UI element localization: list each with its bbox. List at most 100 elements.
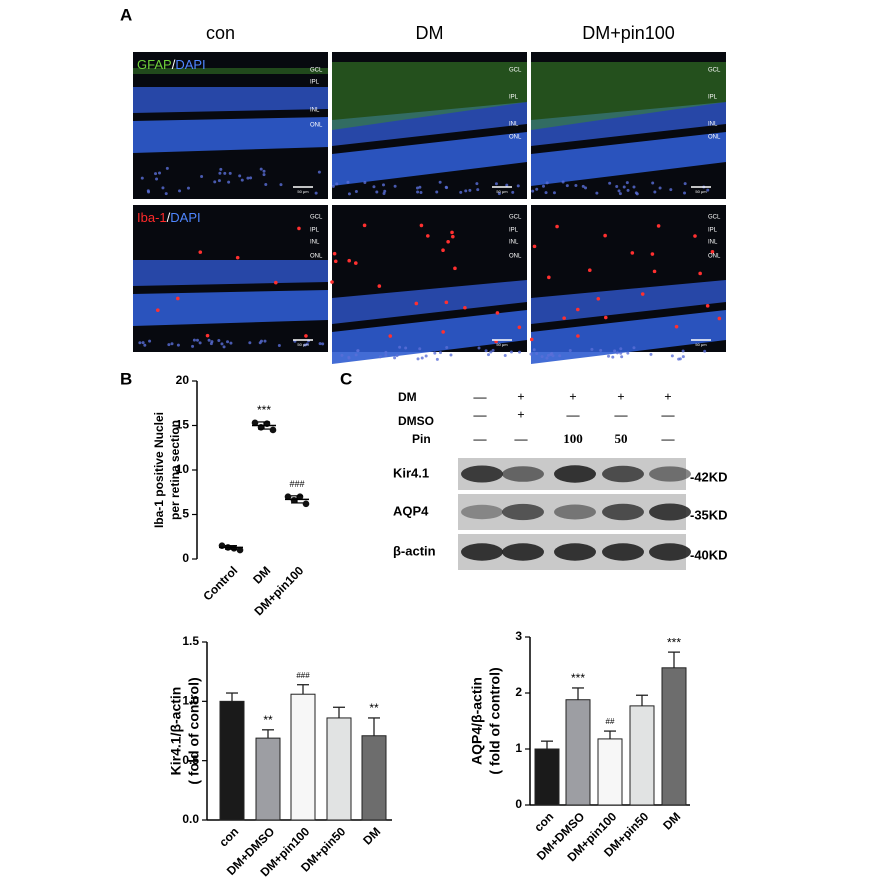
bar: [597, 738, 623, 806]
cell: [227, 180, 231, 184]
gfap-signal: [133, 68, 328, 74]
cell: [200, 174, 204, 178]
layer-label: IPL: [509, 95, 519, 101]
cell: [416, 190, 420, 194]
cell: [375, 190, 379, 194]
scale-bar-label: 50 μm: [297, 342, 309, 347]
cell: [632, 346, 636, 350]
cell: [381, 183, 385, 187]
data-point: [290, 496, 298, 504]
x-tick-label: DM: [660, 809, 683, 832]
lane-sign: —: [473, 389, 488, 404]
cell: [615, 185, 619, 189]
x-tick-label: DM: [360, 824, 383, 847]
micrograph: GCL IPL INL ONL 50 μm: [133, 205, 328, 352]
cell: [383, 189, 387, 193]
y-tick-label: 15: [176, 418, 190, 432]
nuclear-layer: [531, 280, 726, 324]
cell: [259, 167, 263, 171]
iba1-cell: [656, 224, 661, 228]
lane-sign: +: [517, 389, 524, 404]
cell: [558, 354, 562, 358]
bar: [565, 699, 591, 806]
iba1-cell: [333, 259, 338, 264]
cell: [314, 191, 318, 195]
cell: [393, 184, 397, 188]
y-tick-label: 20: [176, 373, 190, 387]
iba1-cell: [529, 337, 534, 342]
cell: [595, 191, 599, 195]
stain-counter: DAPI: [175, 57, 205, 72]
cell: [331, 184, 335, 188]
iba1-cell: [304, 334, 308, 338]
annotation: ###: [289, 479, 304, 489]
cell: [511, 190, 515, 194]
cell: [147, 190, 151, 194]
lane-sign: +: [517, 407, 524, 422]
cell: [424, 354, 428, 358]
data-point: [284, 493, 292, 501]
y-axis-label: per retina section: [168, 420, 182, 520]
nuclear-layer: [531, 310, 726, 364]
panel-label: A: [120, 5, 132, 24]
cell: [382, 191, 386, 195]
y-tick-label: 0.5: [182, 753, 199, 767]
cell: [518, 350, 522, 354]
cell: [658, 186, 662, 190]
y-tick-label: 1.0: [182, 694, 199, 708]
iba1-cell: [330, 280, 334, 284]
cell: [435, 190, 439, 194]
iba1-cell: [450, 230, 454, 235]
cell: [581, 184, 585, 188]
annotation: ***: [257, 403, 271, 417]
cell: [535, 352, 539, 356]
cell: [535, 187, 539, 191]
iba1-cell: [495, 311, 500, 315]
cell: [619, 351, 623, 355]
data-point: [269, 426, 277, 434]
blot-band: [461, 465, 503, 483]
cell: [263, 339, 267, 343]
cell: [384, 353, 388, 357]
iba1-cell: [710, 249, 715, 254]
y-tick-label: 3: [515, 629, 522, 643]
iba1-cell: [377, 284, 382, 288]
cell: [186, 186, 190, 190]
bar: [661, 667, 687, 806]
condition-label: Pin: [412, 432, 431, 446]
iba1-cell: [596, 296, 601, 301]
cell: [217, 179, 221, 183]
annotation: **: [369, 701, 379, 715]
nuclear-layer: [332, 310, 527, 364]
cell: [590, 347, 594, 351]
cell: [565, 184, 569, 188]
cell: [561, 180, 565, 184]
cell: [354, 190, 358, 194]
lane-sign: —: [661, 407, 676, 422]
cell: [192, 338, 196, 342]
cell: [277, 343, 281, 347]
micrograph: GCL IPL INL ONL 50 μm: [133, 52, 328, 199]
iba1-cell: [587, 268, 592, 272]
cell: [541, 184, 545, 188]
cell: [509, 350, 513, 354]
cell: [363, 180, 367, 184]
scale-bar-label: 50 μm: [297, 189, 309, 194]
blot-band: [554, 504, 596, 520]
cell: [305, 342, 309, 346]
bar: [290, 693, 316, 821]
cell: [615, 351, 619, 355]
layer-label: ONL: [310, 254, 323, 260]
cell: [531, 189, 535, 193]
cell: [449, 353, 453, 357]
panel-label: C: [340, 369, 352, 388]
cell: [516, 184, 520, 188]
iba1-cell: [698, 271, 702, 276]
cell: [626, 351, 630, 355]
cell: [143, 343, 147, 347]
annotation: **: [263, 713, 273, 727]
data-point: [230, 545, 238, 552]
iba1-cell: [532, 244, 537, 249]
